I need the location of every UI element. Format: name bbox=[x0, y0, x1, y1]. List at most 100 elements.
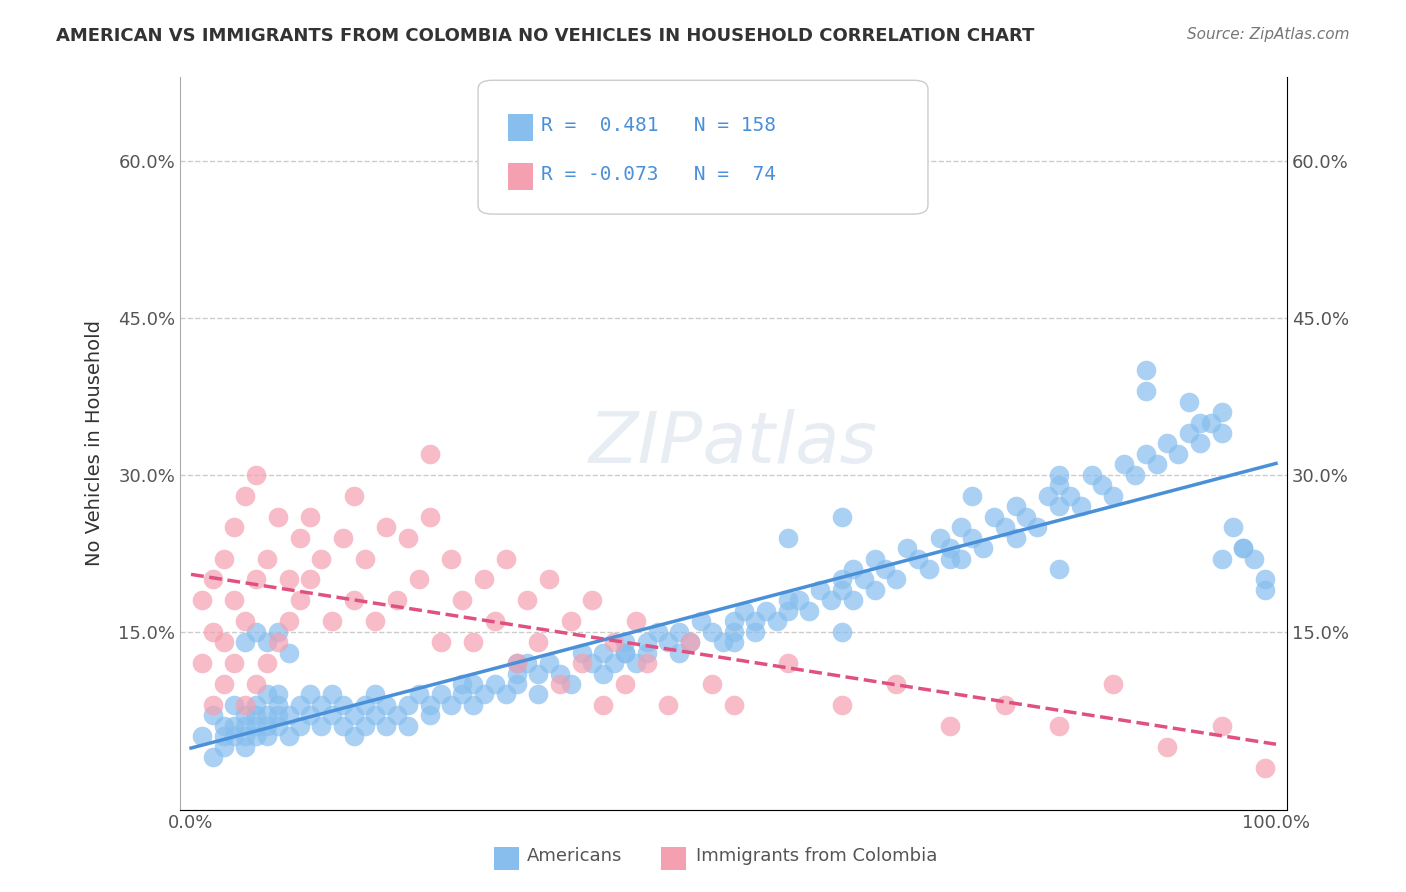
Point bbox=[668, 646, 690, 660]
Point bbox=[429, 688, 451, 702]
Point bbox=[396, 719, 419, 733]
Point bbox=[1070, 500, 1092, 514]
Point bbox=[766, 615, 789, 629]
Point bbox=[733, 604, 755, 618]
Point bbox=[614, 646, 637, 660]
Point bbox=[842, 593, 865, 607]
Point bbox=[309, 698, 332, 712]
Point bbox=[343, 708, 366, 723]
Point bbox=[505, 656, 527, 670]
Text: Americans: Americans bbox=[527, 847, 623, 865]
Point bbox=[451, 688, 474, 702]
Point bbox=[744, 615, 766, 629]
Point bbox=[233, 615, 256, 629]
Point bbox=[1211, 551, 1233, 566]
Point bbox=[527, 688, 550, 702]
Point bbox=[548, 666, 571, 681]
Point bbox=[1091, 478, 1114, 492]
Point bbox=[1232, 541, 1254, 555]
Point bbox=[1135, 384, 1157, 399]
Point bbox=[776, 531, 799, 545]
Point bbox=[983, 509, 1005, 524]
Point bbox=[212, 729, 235, 743]
Point bbox=[224, 656, 246, 670]
Point bbox=[1254, 761, 1277, 775]
Point bbox=[256, 551, 278, 566]
Point bbox=[419, 509, 441, 524]
Point bbox=[245, 677, 267, 691]
Point bbox=[592, 698, 614, 712]
Point bbox=[863, 582, 886, 597]
Point bbox=[939, 551, 962, 566]
Point bbox=[288, 698, 311, 712]
Point bbox=[256, 708, 278, 723]
Point bbox=[1146, 458, 1168, 472]
Point bbox=[711, 635, 734, 649]
Point bbox=[1189, 436, 1212, 450]
Point bbox=[245, 573, 267, 587]
Point bbox=[1080, 467, 1102, 482]
Point bbox=[799, 604, 821, 618]
Point bbox=[560, 677, 582, 691]
Point bbox=[288, 531, 311, 545]
Point bbox=[1047, 500, 1070, 514]
Point bbox=[408, 688, 430, 702]
Point bbox=[1112, 458, 1135, 472]
Point bbox=[495, 688, 517, 702]
Point bbox=[353, 719, 375, 733]
Point bbox=[972, 541, 994, 555]
Point bbox=[299, 708, 322, 723]
Point bbox=[332, 531, 354, 545]
Point bbox=[928, 531, 950, 545]
Point bbox=[723, 698, 745, 712]
Point bbox=[787, 593, 810, 607]
Point bbox=[1156, 739, 1178, 754]
Point bbox=[224, 520, 246, 534]
Point bbox=[950, 551, 973, 566]
Point bbox=[440, 551, 463, 566]
Point bbox=[548, 677, 571, 691]
Point bbox=[288, 719, 311, 733]
Point bbox=[614, 635, 637, 649]
Point bbox=[581, 656, 603, 670]
Point bbox=[960, 489, 983, 503]
Point bbox=[1167, 447, 1189, 461]
Point bbox=[776, 593, 799, 607]
Point bbox=[723, 624, 745, 639]
Point bbox=[256, 729, 278, 743]
Point bbox=[755, 604, 778, 618]
Point bbox=[679, 635, 702, 649]
Point bbox=[495, 551, 517, 566]
Point bbox=[212, 635, 235, 649]
Point bbox=[1211, 425, 1233, 440]
Point bbox=[939, 719, 962, 733]
Point bbox=[201, 750, 224, 764]
Point bbox=[353, 698, 375, 712]
Point bbox=[332, 719, 354, 733]
Point bbox=[636, 656, 658, 670]
Point bbox=[267, 509, 290, 524]
Point bbox=[1199, 416, 1222, 430]
Point bbox=[267, 688, 290, 702]
Point bbox=[723, 635, 745, 649]
Point bbox=[1026, 520, 1049, 534]
Point bbox=[385, 708, 408, 723]
Point bbox=[233, 635, 256, 649]
Point bbox=[233, 698, 256, 712]
Point bbox=[863, 551, 886, 566]
Point bbox=[484, 615, 506, 629]
Point bbox=[233, 708, 256, 723]
Point bbox=[700, 624, 723, 639]
Point bbox=[527, 635, 550, 649]
Point bbox=[1102, 677, 1125, 691]
Point bbox=[353, 551, 375, 566]
Point bbox=[527, 666, 550, 681]
Point bbox=[472, 573, 495, 587]
Point bbox=[1102, 489, 1125, 503]
Point bbox=[201, 624, 224, 639]
Point bbox=[408, 573, 430, 587]
Point bbox=[1178, 425, 1201, 440]
Point bbox=[668, 624, 690, 639]
Point bbox=[516, 593, 538, 607]
Point bbox=[657, 698, 679, 712]
